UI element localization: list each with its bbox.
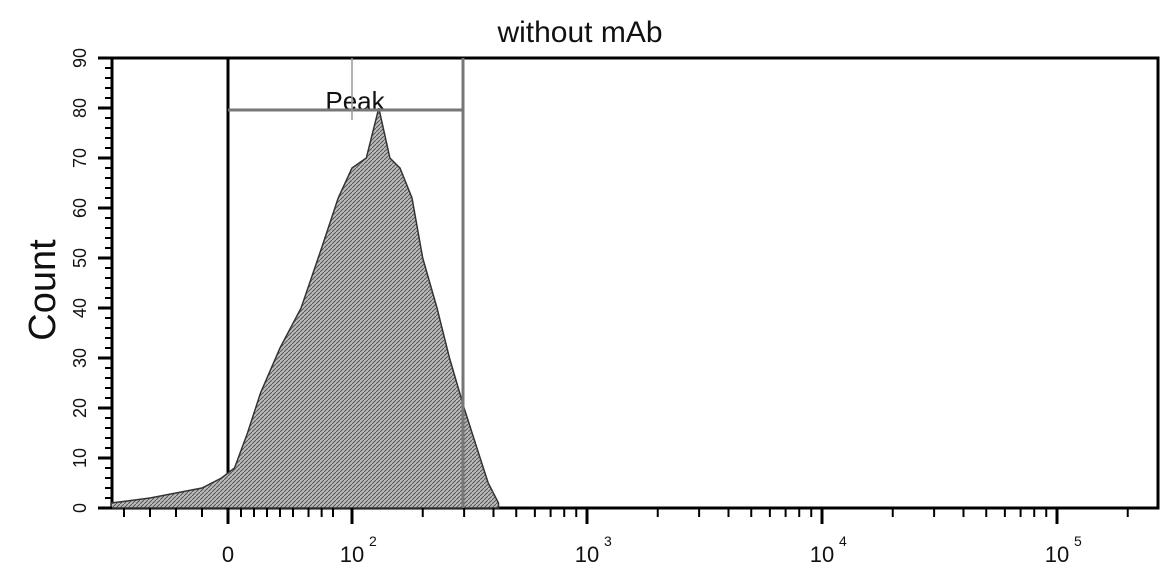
y-axis-label: Count <box>22 239 64 341</box>
y-tick-label: 30 <box>70 348 90 368</box>
x-tick-exponent: 2 <box>369 533 377 549</box>
y-tick-label: 50 <box>70 248 90 268</box>
x-tick-label: 0 <box>222 542 234 567</box>
y-tick-label: 40 <box>70 298 90 318</box>
x-tick-exponent: 5 <box>1074 533 1082 549</box>
histogram-area <box>110 107 500 509</box>
plot-frame-group <box>110 56 1160 510</box>
y-tick-label: 20 <box>70 398 90 418</box>
x-tick-label: 10 <box>1045 542 1069 567</box>
chart-title: without mAb <box>496 16 662 49</box>
y-tick-label: 60 <box>70 198 90 218</box>
peak-gate-group: Peak <box>228 58 465 508</box>
x-tick-label: 10 <box>575 542 599 567</box>
plot-frame <box>110 56 1160 510</box>
x-tick-label: 10 <box>810 542 834 567</box>
y-tick-label: 80 <box>70 98 90 118</box>
y-tick-label: 0 <box>70 503 90 513</box>
x-tick-label: 10 <box>340 542 364 567</box>
x-tick-exponent: 3 <box>604 533 612 549</box>
x-tick-exponent: 4 <box>839 533 847 549</box>
y-axis: 0 10 20 30 40 50 60 70 80 90 <box>70 48 112 513</box>
y-tick-label: 70 <box>70 148 90 168</box>
x-axis: 0 10 2 10 3 10 4 10 5 <box>123 508 1129 567</box>
histogram-group <box>110 107 500 509</box>
y-tick-label: 90 <box>70 48 90 68</box>
y-tick-label: 10 <box>70 448 90 468</box>
